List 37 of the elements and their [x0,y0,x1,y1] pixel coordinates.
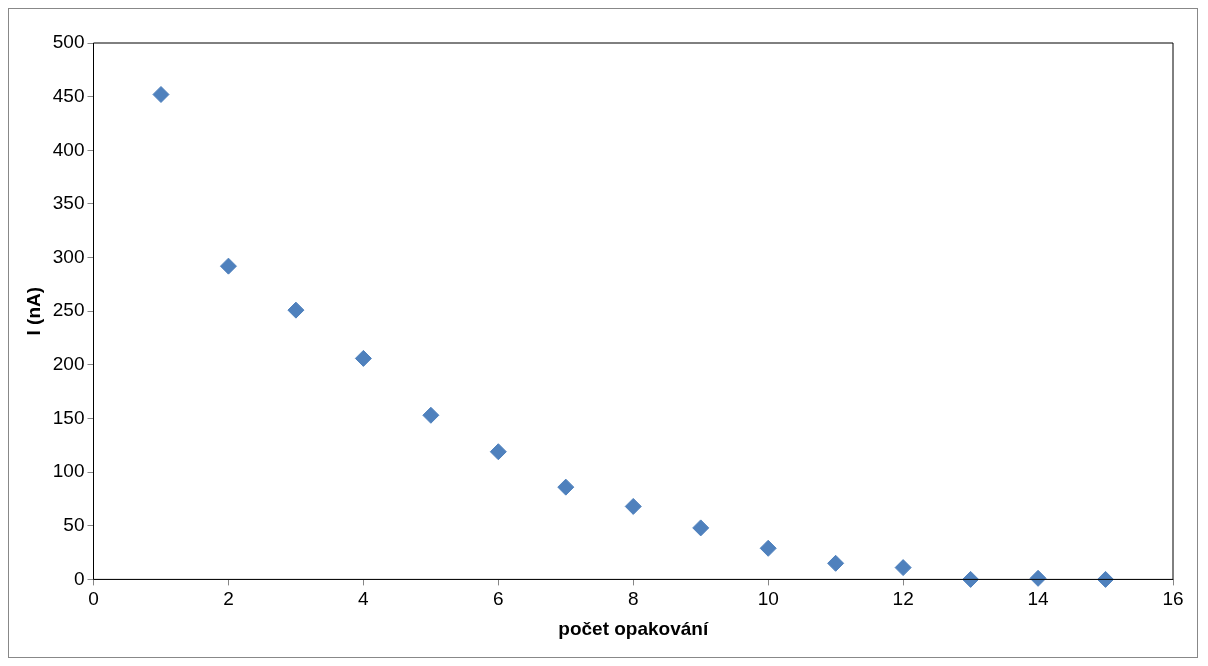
point [827,554,845,572]
point [354,349,372,367]
point [1029,569,1047,587]
x-tick-label: 10 [757,588,779,610]
x-tick-label: 0 [88,588,99,610]
x-tick-label: 2 [223,588,234,610]
point [557,478,575,496]
point [152,85,170,103]
point [692,519,710,537]
point [1097,570,1115,588]
x-tick-label: 4 [358,588,370,610]
point [894,559,912,577]
point [287,301,305,319]
x-axis-title: počet opakování [558,617,709,639]
point [624,497,642,515]
y-tick-label: 400 [52,138,85,160]
x-tick-label: 16 [1162,588,1184,610]
x-tick-label: 8 [627,588,639,610]
y-tick-label: 350 [52,192,85,214]
point [759,539,777,557]
y-axis-title: I (nA) [22,286,44,336]
point [489,443,507,461]
y-tick-label: 200 [52,353,85,375]
x-tick-label: 6 [493,588,504,610]
point [422,406,440,424]
y-tick-label: 0 [73,567,85,589]
x-tick-label: 14 [1027,588,1050,610]
y-tick-label: 500 [52,31,85,53]
y-tick-label: 50 [63,513,85,535]
y-tick-label: 100 [52,460,85,482]
y-tick-label: 300 [52,245,85,267]
y-tick-label: 450 [52,84,85,106]
y-tick-label: 250 [52,299,85,321]
y-tick-label: 150 [52,406,85,428]
point [219,257,237,275]
point [962,570,980,588]
x-tick-label: 12 [892,588,914,610]
